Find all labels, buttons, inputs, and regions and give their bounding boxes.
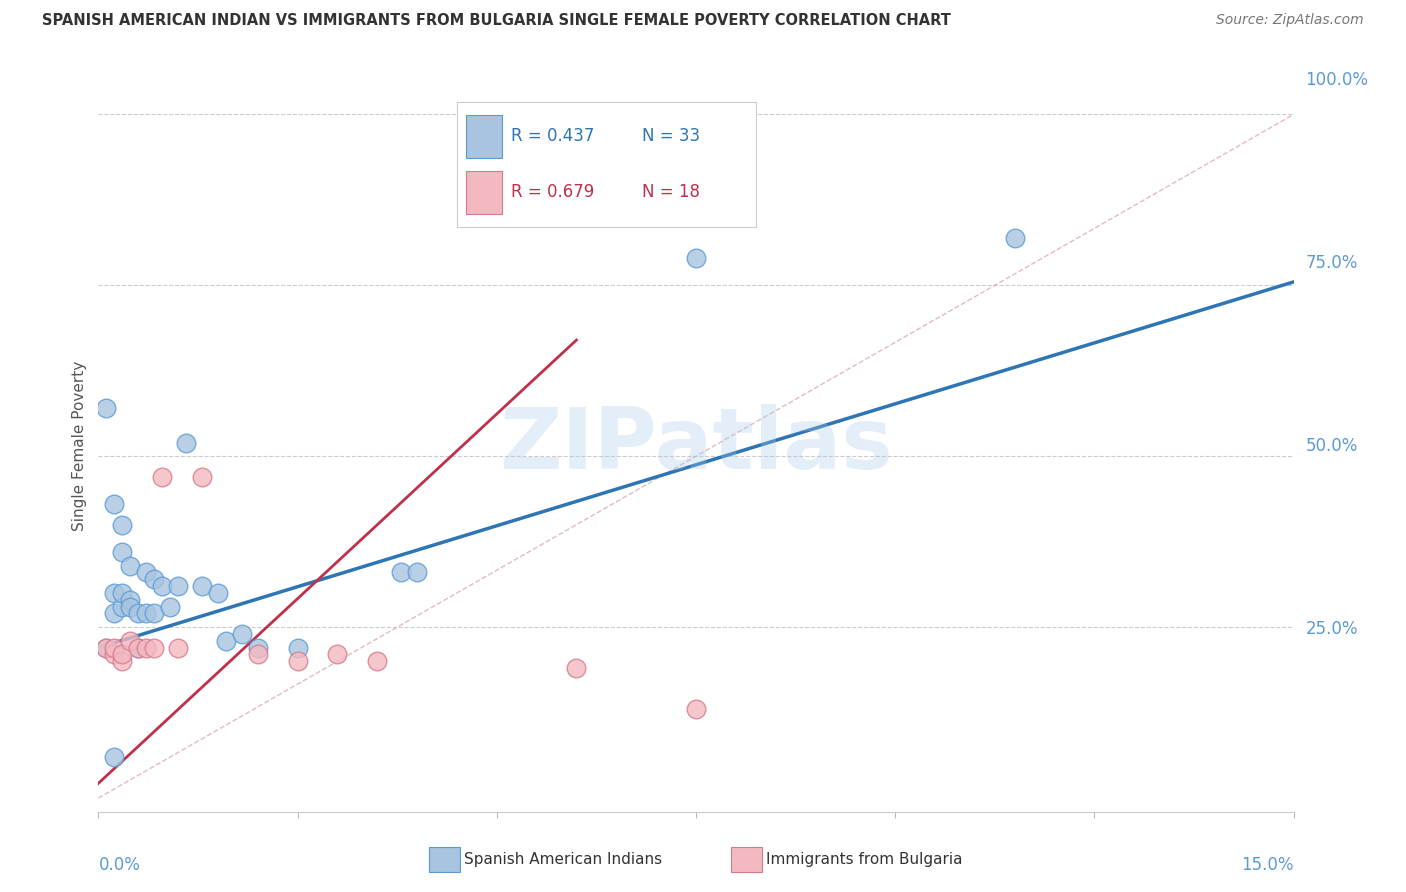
Point xyxy=(103,607,125,621)
Point xyxy=(215,633,238,648)
Point xyxy=(135,640,157,655)
Point xyxy=(111,599,134,614)
Point xyxy=(103,640,125,655)
Point xyxy=(103,586,125,600)
Point xyxy=(191,469,214,483)
Text: Source: ZipAtlas.com: Source: ZipAtlas.com xyxy=(1216,13,1364,28)
Point xyxy=(287,640,309,655)
Point xyxy=(167,579,190,593)
Point xyxy=(120,633,142,648)
Point xyxy=(150,579,173,593)
Point xyxy=(127,640,149,655)
Point xyxy=(326,648,349,662)
Point xyxy=(103,750,125,764)
Text: 75.0%: 75.0% xyxy=(1305,254,1358,272)
Point xyxy=(143,572,166,586)
Point xyxy=(103,648,125,662)
Point xyxy=(120,592,142,607)
Point xyxy=(127,640,149,655)
Point xyxy=(207,586,229,600)
Point xyxy=(111,648,134,662)
Point xyxy=(389,566,412,580)
Point xyxy=(231,627,253,641)
Point xyxy=(96,640,118,655)
Text: SPANISH AMERICAN INDIAN VS IMMIGRANTS FROM BULGARIA SINGLE FEMALE POVERTY CORREL: SPANISH AMERICAN INDIAN VS IMMIGRANTS FR… xyxy=(42,13,950,29)
Point xyxy=(111,654,134,668)
Point xyxy=(120,558,142,573)
Text: 15.0%: 15.0% xyxy=(1241,855,1294,873)
Text: 0.0%: 0.0% xyxy=(98,855,141,873)
Point xyxy=(174,435,197,450)
Point xyxy=(150,469,173,483)
Point xyxy=(167,640,190,655)
Point xyxy=(143,640,166,655)
Point xyxy=(191,579,214,593)
Point xyxy=(103,497,125,511)
Point xyxy=(143,607,166,621)
Point xyxy=(135,566,157,580)
Point xyxy=(406,566,429,580)
Text: 100.0%: 100.0% xyxy=(1305,71,1368,89)
Point xyxy=(287,654,309,668)
Point xyxy=(366,654,388,668)
Text: 25.0%: 25.0% xyxy=(1305,620,1358,638)
Text: Spanish American Indians: Spanish American Indians xyxy=(464,853,662,867)
Point xyxy=(159,599,181,614)
Y-axis label: Single Female Poverty: Single Female Poverty xyxy=(72,361,87,531)
Point xyxy=(111,517,134,532)
Point xyxy=(96,401,118,416)
Point xyxy=(135,607,157,621)
Text: Immigrants from Bulgaria: Immigrants from Bulgaria xyxy=(766,853,963,867)
Text: ZIPatlas: ZIPatlas xyxy=(499,404,893,488)
Point xyxy=(127,607,149,621)
Point xyxy=(1004,230,1026,244)
Point xyxy=(120,599,142,614)
Point xyxy=(565,661,588,675)
Text: 50.0%: 50.0% xyxy=(1305,437,1358,455)
Point xyxy=(685,251,707,265)
Point xyxy=(111,545,134,559)
Point xyxy=(96,640,118,655)
Point xyxy=(111,586,134,600)
Point xyxy=(246,640,269,655)
Point xyxy=(685,702,707,716)
Point xyxy=(246,648,269,662)
